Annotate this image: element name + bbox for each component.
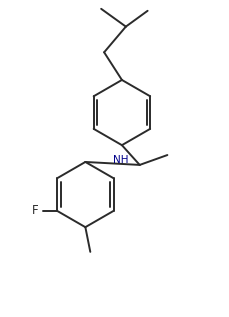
Text: F: F — [32, 204, 38, 217]
Text: NH: NH — [112, 155, 128, 165]
